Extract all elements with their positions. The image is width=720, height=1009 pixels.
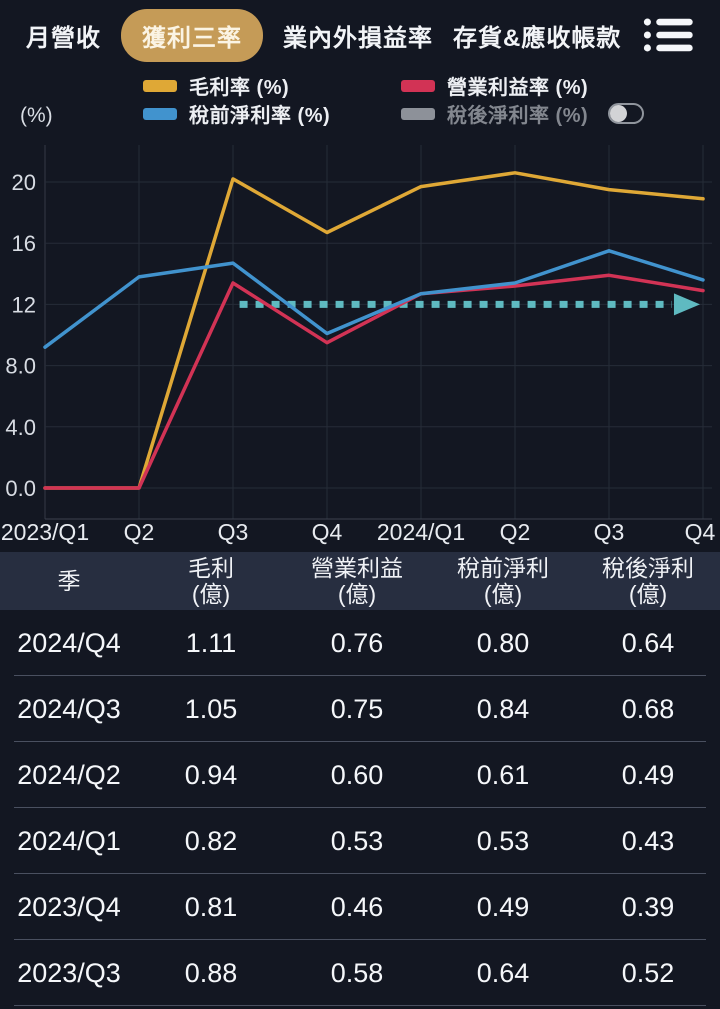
table-row: 2023/Q3 0.88 0.58 0.64 0.52 [0, 940, 720, 1006]
x-tick-label: Q3 [218, 519, 249, 545]
value-cell: 0.39 [621, 891, 675, 922]
column-header-1: 毛利 (億) [138, 555, 284, 607]
value-cell: 0.52 [621, 957, 675, 988]
quarter-cell: 2024/Q3 [17, 693, 121, 724]
value-cell: 0.64 [621, 627, 675, 658]
column-unit: (億) [337, 581, 377, 607]
x-tick-label: Q2 [500, 519, 531, 545]
value-cell: 0.81 [184, 891, 238, 922]
column-unit: (億) [483, 581, 523, 607]
y-tick-label: 20 [12, 170, 36, 195]
x-tick-label: Q4 [312, 519, 343, 545]
toggle-knob [610, 105, 628, 122]
x-tick-label: 2023/Q1 [1, 519, 89, 545]
value-cell: 0.53 [330, 825, 384, 856]
table-row: 2024/Q4 1.11 0.76 0.80 0.64 [0, 610, 720, 676]
x-tick-label: Q4 [685, 519, 716, 545]
table-row: 2024/Q2 0.94 0.60 0.61 0.49 [0, 742, 720, 808]
column-title: 季 [57, 568, 81, 594]
table-row: 2023/Q4 0.81 0.46 0.49 0.39 [0, 874, 720, 940]
column-header-4: 稅後淨利 (億) [576, 555, 720, 607]
series-toggle-off[interactable] [608, 103, 645, 124]
series-line-1 [43, 273, 705, 490]
value-cell: 0.94 [184, 759, 238, 790]
quarter-cell: 2024/Q4 [17, 627, 121, 658]
value-cell: 0.49 [476, 891, 530, 922]
y-tick-label: 12 [12, 292, 36, 317]
quarter-cell: 2024/Q1 [17, 825, 121, 856]
legend-item-2[interactable]: 稅前淨利率 (%) [143, 100, 401, 127]
table-row: 2024/Q1 0.82 0.53 0.53 0.43 [0, 808, 720, 874]
list-menu-icon[interactable] [641, 15, 695, 55]
list-icon [644, 18, 694, 52]
profit-margin-line-chart: 20 16 12 8.0 4.0 0.0 2023/Q1 Q2 Q3 Q4 2024/Q1 Q2 Q3 Q… [1, 145, 716, 545]
column-header-3: 稅前淨利 (億) [430, 555, 576, 607]
value-cell: 0.88 [184, 957, 238, 988]
legend-label: 營業利益率 (%) [447, 77, 589, 99]
y-axis-unit-label: (%) [20, 104, 53, 127]
legend-swatch [401, 107, 435, 120]
column-title: 毛利 [188, 555, 234, 581]
value-cell: 0.46 [330, 891, 384, 922]
column-title: 營業利益 [311, 555, 403, 581]
legend-item-1[interactable]: 營業利益率 (%) [401, 72, 644, 99]
value-cell: 0.84 [476, 693, 530, 724]
y-tick-label: 8.0 [5, 354, 36, 379]
y-tick-label: 16 [12, 231, 36, 256]
series-line-2 [43, 249, 705, 349]
legend-swatch [401, 79, 435, 92]
value-cell: 1.05 [184, 693, 238, 724]
series-line-0 [43, 171, 705, 490]
x-tick-label: Q2 [124, 519, 155, 545]
column-unit: (億) [191, 581, 231, 607]
x-tick-label: 2024/Q1 [377, 519, 465, 545]
value-cell: 0.75 [330, 693, 384, 724]
quarterly-financials-table: 季毛利 (億) 營業利益 (億) 稅前淨利 (億) 稅後淨利 (億) 2024/Q4 1.11 0… [0, 552, 720, 1006]
value-cell: 0.53 [476, 825, 530, 856]
nav-tab-3[interactable]: 存貨&應收帳款 [453, 24, 622, 52]
top-navigation: 月營收 獲利三率 業內外損益率 存貨&應收帳款 [0, 0, 720, 70]
value-cell: 0.49 [621, 759, 675, 790]
legend-item-0[interactable]: 毛利率 (%) [143, 72, 401, 99]
table-body: 2024/Q4 1.11 0.76 0.80 0.64 2024/Q3 1.05 0.75 0.… [0, 610, 720, 1006]
value-cell: 0.60 [330, 759, 384, 790]
table-header-row: 季毛利 (億) 營業利益 (億) 稅前淨利 (億) 稅後淨利 (億) [0, 552, 720, 610]
chart-legend: 毛利率 (%) 營業利益率 (%) 稅前淨利率 (%) 稅後淨利率 (%) [143, 72, 645, 127]
legend-swatch [143, 107, 177, 120]
quarter-cell: 2024/Q2 [17, 759, 121, 790]
column-title: 稅前淨利 [457, 555, 549, 581]
value-cell: 0.64 [476, 957, 530, 988]
legend-label: 稅後淨利率 (%) [447, 105, 589, 127]
legend-label: 毛利率 (%) [189, 77, 290, 99]
legend-label: 稅前淨利率 (%) [189, 105, 331, 127]
nav-tab-2[interactable]: 業內外損益率 [283, 24, 433, 52]
value-cell: 0.82 [184, 825, 238, 856]
value-cell: 0.68 [621, 693, 675, 724]
y-tick-label: 0.0 [5, 476, 36, 501]
quarter-cell: 2023/Q3 [17, 957, 121, 988]
trend-annotation-arrowhead [673, 293, 700, 316]
quarter-cell: 2023/Q4 [17, 891, 121, 922]
value-cell: 0.61 [476, 759, 530, 790]
column-header-2: 營業利益 (億) [284, 555, 430, 607]
value-cell: 1.11 [185, 627, 237, 658]
value-cell: 0.80 [476, 627, 530, 658]
nav-tab-1[interactable]: 獲利三率 [121, 8, 263, 62]
table-row: 2024/Q3 1.05 0.75 0.84 0.68 [0, 676, 720, 742]
nav-tab-0[interactable]: 月營收 [26, 24, 101, 52]
column-unit: (億) [628, 581, 668, 607]
value-cell: 0.58 [330, 957, 384, 988]
column-title: 稅後淨利 [602, 555, 694, 581]
column-header-0: 季 [0, 568, 138, 594]
x-tick-label: Q3 [594, 519, 625, 545]
value-cell: 0.76 [330, 627, 384, 658]
legend-swatch [143, 79, 177, 92]
legend-item-3[interactable]: 稅後淨利率 (%) [401, 100, 645, 127]
y-tick-label: 4.0 [5, 415, 36, 440]
value-cell: 0.43 [621, 825, 675, 856]
